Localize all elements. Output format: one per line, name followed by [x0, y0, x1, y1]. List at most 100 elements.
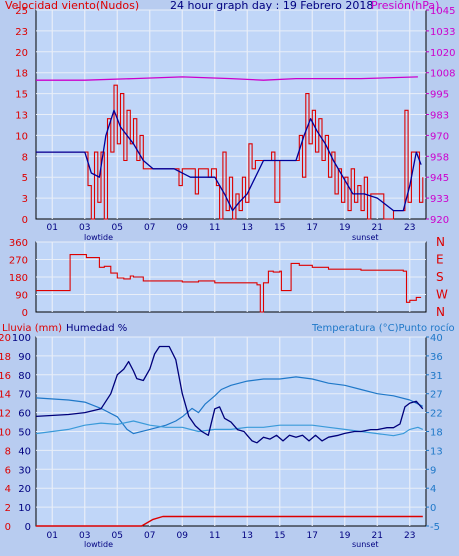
panel1-right-axis: 920 933 945 958 970 983 995 1008 1020 1033 1045 — [426, 6, 455, 226]
y-tick-label: 20 — [0, 333, 11, 344]
x-tick-label: 17 — [307, 223, 318, 233]
y-tick-label: 16 — [0, 371, 11, 382]
y-tick-label-right: 9 — [430, 465, 436, 476]
y-tick-label: 25 — [15, 6, 28, 17]
panel1-x-axis: 01 03 05 07 09 11 13 15 17 19 21 23 — [47, 223, 416, 233]
y-tick-label: 20 — [15, 48, 28, 59]
x-tick-label: 05 — [112, 531, 123, 541]
y-tick-label: 20 — [18, 484, 31, 495]
y-tick-label: 0 — [5, 522, 11, 533]
x-tick-label: 03 — [79, 223, 90, 233]
lowtide-label-bottom: lowtide — [84, 540, 113, 549]
x-tick-label: 13 — [242, 531, 253, 541]
y-tick-label-right: 1008 — [430, 69, 455, 80]
x-tick-label: 11 — [209, 531, 220, 541]
wind-speed-label: Velocidad viento(Nudos) — [5, 0, 139, 12]
direction-label: N — [436, 235, 445, 249]
y-tick-label: 12 — [0, 409, 11, 420]
direction-label: E — [436, 253, 444, 267]
y-tick-label-right: 945 — [430, 173, 449, 184]
humidity-series — [35, 345, 424, 444]
y-tick-label: 100 — [12, 333, 31, 344]
y-tick-label: 8 — [5, 446, 11, 457]
panel2-grid — [36, 241, 426, 312]
y-tick-label-right: 933 — [430, 194, 449, 205]
rain-label: Lluvia (mm) — [2, 323, 62, 334]
x-tick-label: 05 — [112, 223, 123, 233]
y-tick-label-right: 970 — [430, 131, 449, 142]
y-tick-label: 90 — [15, 291, 28, 302]
y-tick-label: 180 — [9, 273, 28, 284]
y-tick-label-right: 4 — [430, 484, 436, 495]
x-tick-label: 09 — [177, 223, 189, 233]
direction-label: W — [436, 288, 448, 302]
y-tick-label: 80 — [18, 371, 31, 382]
y-tick-label: 70 — [18, 390, 31, 401]
panel2-left-axis: 0 90 180 270 360 — [9, 238, 28, 319]
direction-series — [36, 254, 422, 313]
y-tick-label-right: 1020 — [430, 48, 455, 59]
sunset-label-bottom: sunset — [352, 540, 379, 549]
x-tick-label: 01 — [47, 531, 58, 541]
y-tick-label: 8 — [22, 152, 28, 163]
y-tick-label: 13 — [15, 111, 28, 122]
temperature-label: Temperatura (°C)Punto rocío — [311, 322, 455, 334]
rain-series — [36, 515, 423, 527]
sunset-label: sunset — [352, 233, 379, 242]
y-tick-label-right: 36 — [430, 352, 443, 363]
panel2-series — [36, 254, 422, 313]
x-tick-label: 11 — [209, 223, 220, 233]
y-tick-label: 40 — [18, 446, 31, 457]
panel3-x-axis: 01 03 05 07 09 11 13 15 17 19 21 23 — [47, 531, 416, 541]
direction-label: S — [436, 270, 444, 284]
humidity-label: Humedad % — [66, 323, 127, 334]
dewpoint-series — [35, 420, 424, 437]
y-tick-label: 14 — [0, 390, 11, 401]
panel1-left-axis: 0 3 5 8 10 13 15 18 20 23 25 — [15, 6, 28, 226]
y-tick-label-right: 1045 — [430, 6, 455, 17]
y-tick-label: 10 — [0, 428, 11, 439]
y-tick-label: 0 — [22, 215, 28, 226]
avg-wind-series — [36, 109, 422, 212]
y-tick-label: 10 — [18, 503, 31, 514]
y-tick-label: 10 — [15, 131, 28, 142]
y-tick-label-right: 983 — [430, 111, 449, 122]
wind-series — [36, 84, 424, 220]
x-tick-label: 19 — [339, 223, 351, 233]
y-tick-label: 270 — [9, 256, 28, 267]
y-tick-label: 30 — [18, 465, 31, 476]
y-tick-label: 50 — [18, 428, 31, 439]
y-tick-label: 2 — [5, 503, 11, 514]
y-tick-label: 360 — [9, 238, 28, 249]
panel3-humidity-axis: 0 10 20 30 40 50 60 70 80 90 100 — [12, 333, 31, 533]
x-tick-label: 15 — [274, 531, 285, 541]
y-tick-label: 18 — [0, 352, 11, 363]
panel3-series — [35, 345, 424, 527]
y-tick-label-right: 1033 — [430, 27, 455, 38]
x-tick-label: 23 — [404, 531, 415, 541]
y-tick-label: 5 — [22, 173, 28, 184]
lowtide-label: lowtide — [84, 233, 113, 242]
x-tick-label: 17 — [307, 531, 318, 541]
x-tick-label: 01 — [47, 223, 58, 233]
y-tick-label-right: 18 — [430, 428, 443, 439]
y-tick-label-right: 920 — [430, 215, 449, 226]
y-tick-label-right: -5 — [430, 522, 440, 533]
y-tick-label-right: 40 — [430, 333, 443, 344]
y-tick-label: 6 — [5, 465, 11, 476]
x-tick-label: 15 — [274, 223, 285, 233]
chart-title: 24 hour graph day : 19 Febrero 2018 — [170, 0, 373, 12]
pressure-series — [36, 76, 418, 81]
temperature-series — [35, 376, 424, 435]
y-tick-label-right: 27 — [430, 390, 443, 401]
x-tick-label: 07 — [144, 531, 155, 541]
pressure-label: Presión(hPa) — [371, 0, 439, 12]
x-tick-label: 13 — [242, 223, 253, 233]
y-tick-label: 60 — [18, 409, 31, 420]
y-tick-label: 0 — [25, 522, 31, 533]
y-tick-label-right: 13 — [430, 446, 443, 457]
y-tick-label-right: 31 — [430, 371, 443, 382]
x-tick-label: 03 — [79, 531, 90, 541]
